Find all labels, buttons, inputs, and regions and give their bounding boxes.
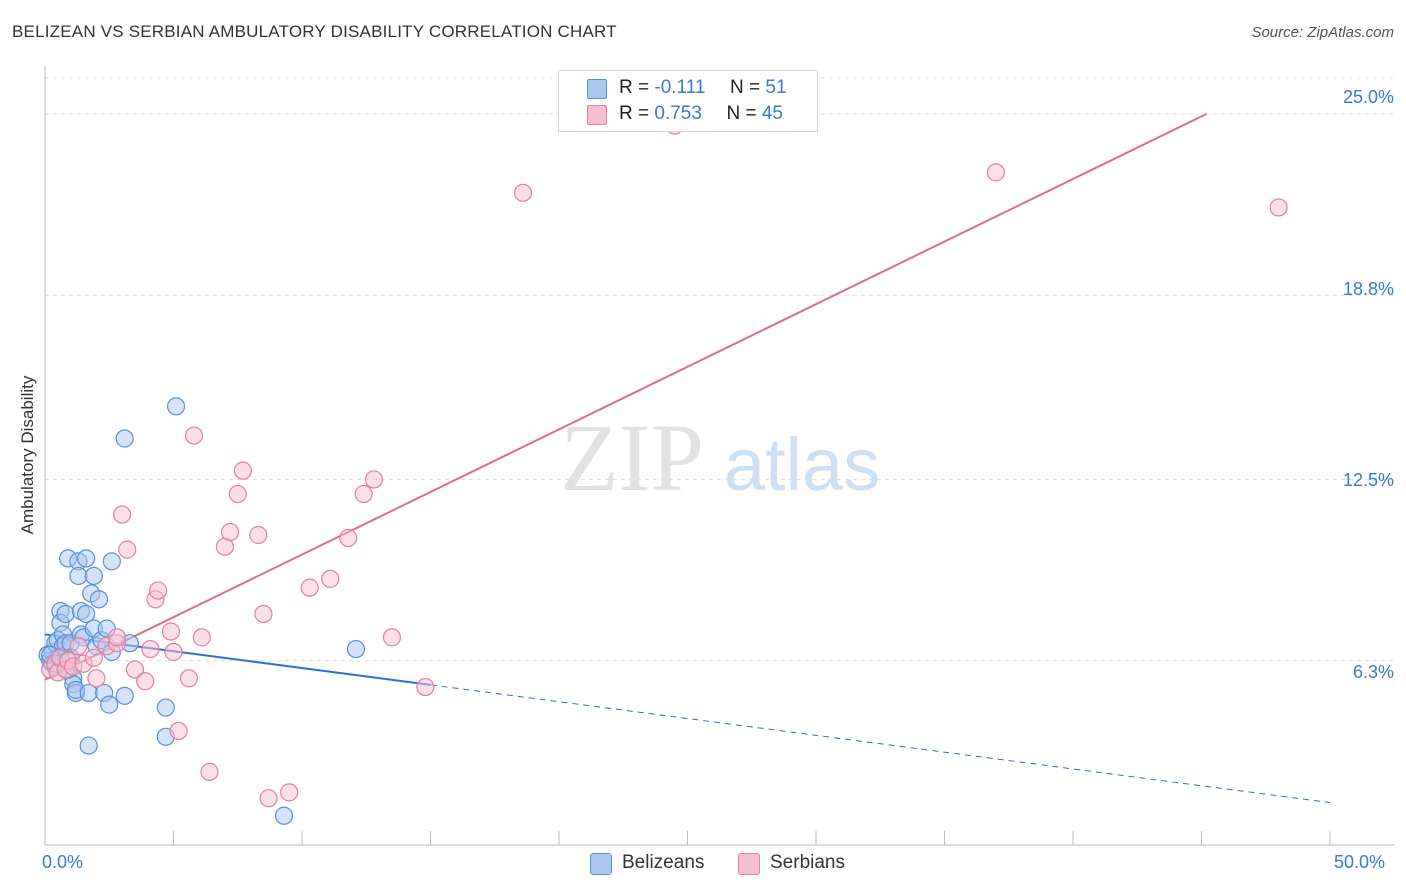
legend-swatch-serbians — [587, 105, 607, 125]
point-serbians — [280, 783, 299, 802]
point-serbians — [300, 578, 319, 597]
point-serbians — [84, 648, 103, 667]
point-serbians — [228, 484, 247, 504]
chart-title: BELIZEAN VS SERBIAN AMBULATORY DISABILIT… — [12, 22, 617, 41]
point-serbians — [107, 628, 127, 647]
legend-swatch-serbians — [738, 853, 760, 875]
point-belizeans — [77, 604, 96, 624]
point-serbians — [200, 762, 219, 781]
point-serbians — [321, 569, 340, 588]
x-tick-label-max: 50.0% — [1334, 852, 1386, 872]
x-tick-label-min: 0.0% — [42, 852, 84, 872]
n-value: 51 — [765, 77, 787, 98]
point-serbians — [986, 163, 1006, 182]
point-serbians — [112, 505, 132, 524]
y-tick-label: 6.3% — [1352, 662, 1394, 682]
point-belizeans — [84, 566, 103, 586]
n-label: N = — [730, 77, 766, 98]
point-serbians — [164, 642, 183, 662]
legend-label-belizeans: Belizeans — [622, 852, 705, 873]
point-belizeans — [56, 604, 75, 624]
y-tick-label: 25.0% — [1342, 87, 1394, 107]
point-serbians — [416, 677, 435, 697]
point-serbians — [220, 522, 240, 542]
point-serbians — [125, 660, 145, 679]
point-serbians — [69, 637, 88, 656]
r-label: R = — [619, 77, 655, 98]
point-serbians — [169, 721, 188, 741]
n-value: 45 — [761, 103, 783, 124]
y-axis-label: Ambulatory Disability — [18, 375, 37, 535]
point-belizeans — [274, 806, 294, 825]
point-serbians — [192, 628, 211, 647]
point-belizeans — [89, 590, 109, 609]
gridlines — [45, 77, 1395, 662]
n-label: N = — [726, 103, 762, 124]
y-tick-label: 18.8% — [1342, 279, 1394, 299]
point-serbians — [118, 540, 137, 559]
point-serbians — [259, 789, 278, 808]
point-serbians — [179, 669, 199, 688]
point-belizeans — [115, 686, 134, 705]
point-serbians — [87, 669, 106, 688]
data-points — [38, 116, 1288, 825]
legend-swatch-belizeans — [590, 853, 612, 875]
point-serbians — [354, 484, 373, 504]
point-belizeans — [79, 736, 98, 755]
point-serbians — [513, 183, 533, 202]
point-belizeans — [156, 698, 175, 717]
point-serbians — [254, 604, 273, 624]
legend-label-serbians: Serbians — [770, 852, 845, 873]
watermark: ZIP atlas — [560, 404, 880, 511]
point-belizeans — [115, 429, 134, 448]
point-serbians — [382, 628, 402, 647]
point-serbians — [161, 622, 181, 641]
r-value: -0.111 — [654, 77, 706, 98]
point-serbians — [141, 639, 160, 659]
point-belizeans — [346, 639, 366, 659]
point-serbians — [184, 426, 204, 445]
stats-legend: R = -0.111 N = 51 R = 0.753 N = 45 — [558, 70, 818, 132]
point-serbians — [233, 461, 252, 480]
watermark-atlas: atlas — [724, 423, 880, 506]
y-tick-label: 12.5% — [1342, 470, 1394, 490]
source-label: Source: ZipAtlas.com — [1251, 24, 1394, 41]
r-value: 0.753 — [654, 103, 702, 124]
point-serbians — [136, 672, 155, 691]
point-serbians — [339, 528, 358, 548]
point-belizeans — [100, 695, 119, 714]
point-belizeans — [69, 566, 88, 586]
point-serbians — [364, 470, 384, 489]
legend-swatch-belizeans — [587, 79, 607, 99]
point-serbians — [148, 581, 168, 600]
point-belizeans — [166, 397, 186, 416]
watermark-zip: ZIP — [560, 404, 704, 511]
point-belizeans — [102, 552, 121, 571]
axes — [44, 66, 1395, 846]
point-belizeans — [77, 549, 96, 568]
trend-line-serbians — [44, 112, 1208, 681]
point-serbians — [1269, 198, 1288, 217]
r-label: R = — [619, 103, 655, 124]
trend-line-extension-belizeans — [430, 684, 1331, 804]
point-serbians — [249, 525, 268, 545]
